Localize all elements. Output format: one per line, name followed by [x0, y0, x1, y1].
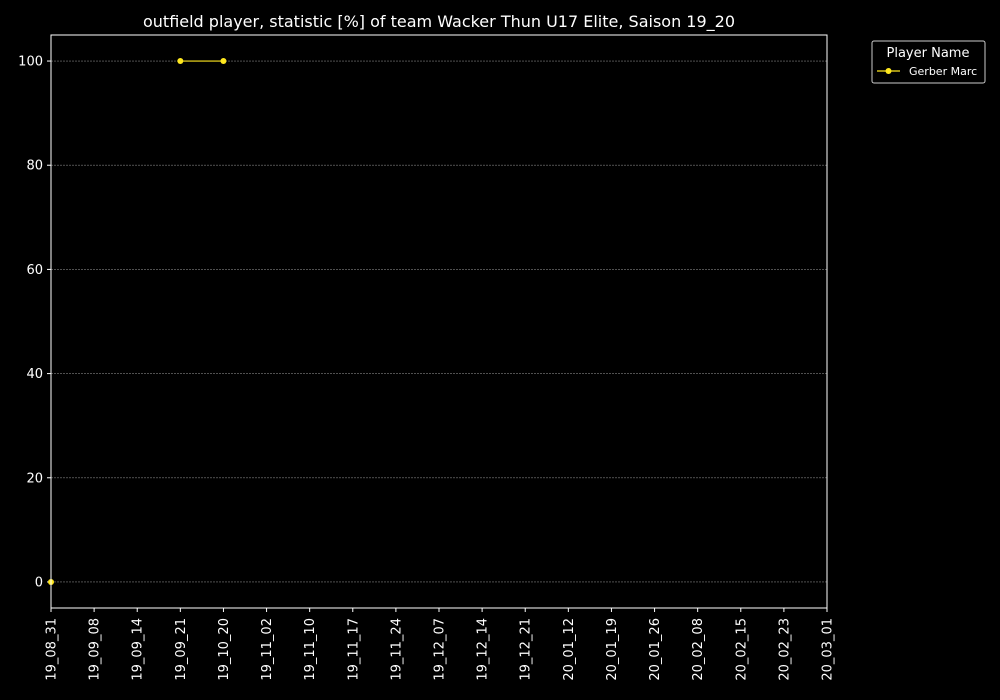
- grid-lines: [51, 60, 827, 583]
- series-group: [48, 58, 227, 585]
- x-tick-label: 20_01_26: [648, 618, 663, 681]
- series-layer: [48, 58, 227, 585]
- x-tick-label: 20_02_23: [777, 618, 792, 681]
- x-axis: 19_08_31 19_09_08 19_09_14 19_09_21 19_10_20…: [45, 608, 836, 681]
- legend: Player Name Gerber Marc: [871, 40, 986, 84]
- x-tick-label: 20_03_01: [821, 618, 836, 681]
- x-tick-label: 19_09_08: [88, 618, 103, 681]
- x-tick-label: 19_12_14: [476, 618, 491, 681]
- x-tick-label: 20_02_15: [734, 618, 749, 681]
- x-tick-label: 19_08_31: [45, 618, 60, 681]
- x-tick-label: 20_01_19: [605, 618, 620, 681]
- data-point: [220, 58, 227, 65]
- x-tick-label: 19_10_20: [217, 618, 232, 681]
- x-tick-label: 19_11_24: [389, 618, 404, 681]
- legend-box: [871, 40, 986, 84]
- y-tick-label: 60: [26, 263, 43, 278]
- legend-label: Gerber Marc: [909, 65, 977, 78]
- legend-marker: [885, 68, 892, 74]
- y-tick-label: 80: [26, 159, 43, 174]
- chart-title: outfield player, statistic [%] of team W…: [143, 12, 735, 32]
- x-tick-label: 19_11_02: [260, 618, 275, 681]
- x-tick-label: 19_11_10: [303, 618, 318, 681]
- y-tick-label: 100: [18, 55, 43, 70]
- y-tick-label: 40: [26, 367, 43, 382]
- legend-entries: Gerber Marc: [877, 65, 977, 78]
- x-tick-label: 19_09_21: [174, 618, 189, 681]
- x-tick-label: 19_11_17: [346, 618, 361, 681]
- plot-frame: [50, 34, 828, 609]
- legend-title: Player Name: [887, 46, 970, 61]
- y-axis: 0 20 40 60 80 100: [18, 55, 51, 590]
- x-tick-label: 19_12_21: [519, 618, 534, 681]
- x-tick-label: 19_12_07: [433, 618, 448, 681]
- y-tick-label: 0: [35, 575, 43, 590]
- data-point: [177, 58, 184, 65]
- y-tick-label: 20: [26, 471, 43, 486]
- x-tick-label: 19_09_14: [131, 618, 146, 681]
- x-tick-label: 20_02_08: [691, 618, 706, 681]
- x-tick-label: 20_01_12: [562, 618, 577, 681]
